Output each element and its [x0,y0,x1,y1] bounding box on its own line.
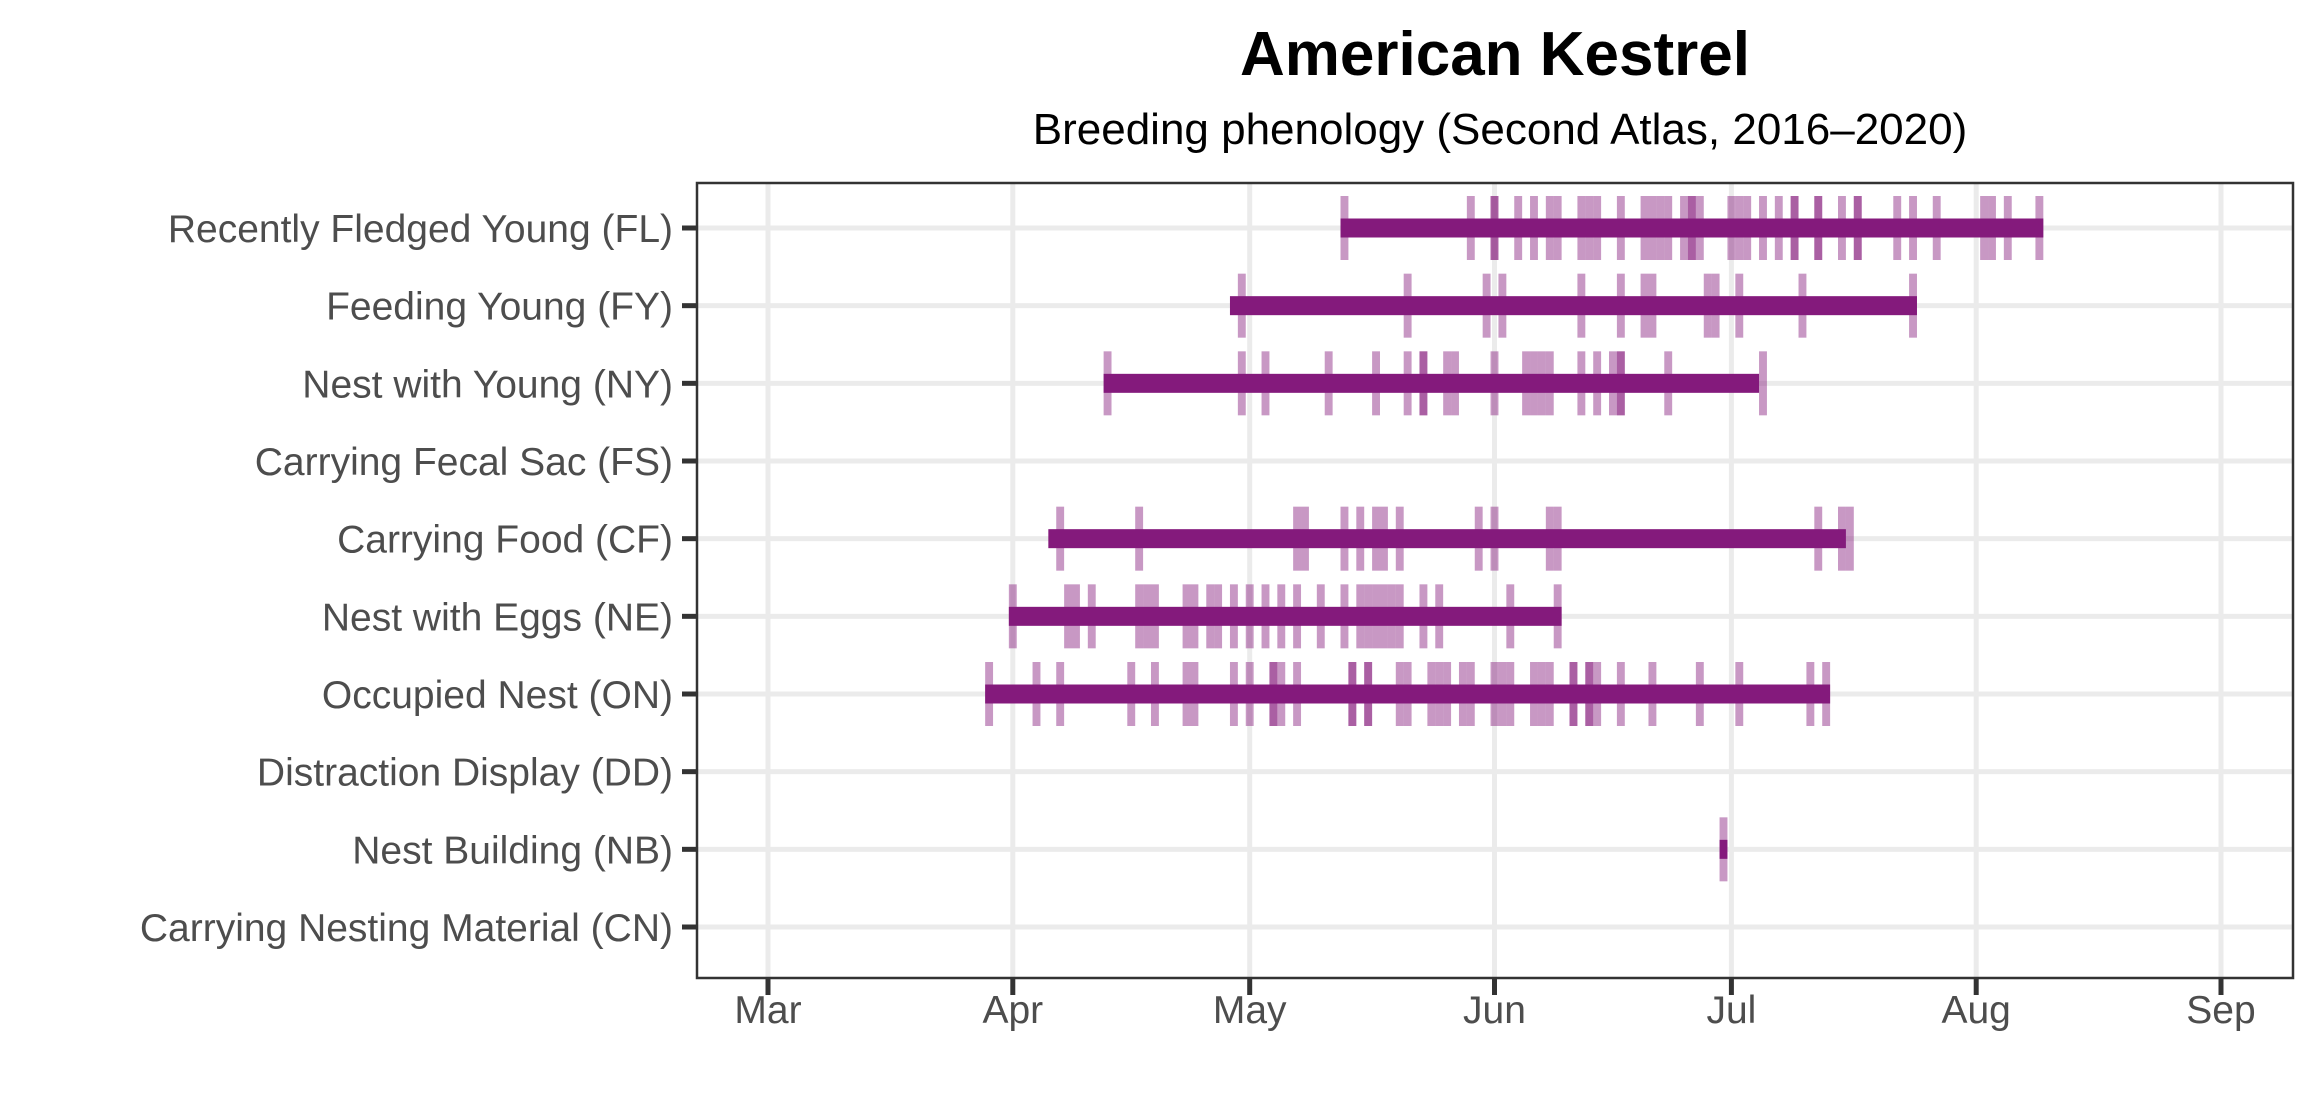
y-axis-label: Carrying Food (CF) [337,519,673,562]
y-axis-label: Nest with Young (NY) [302,363,673,406]
range-bar [985,684,1831,704]
range-bar [1103,373,1760,393]
chart-subtitle: Breeding phenology (Second Atlas, 2016–2… [1033,105,1967,154]
range-bar [1719,839,1728,859]
x-axis-label: Sep [2186,989,2255,1032]
x-axis-label: May [1213,989,1287,1032]
x-axis-label: Apr [982,989,1043,1032]
observation-tick [1845,506,1854,571]
y-axis-label: Carrying Fecal Sac (FS) [255,441,673,484]
y-axis-label: Carrying Nesting Material (CN) [140,907,673,950]
x-axis-label: Jun [1463,989,1526,1032]
range-bar [1229,296,1917,316]
y-axis-label: Nest Building (NB) [352,829,673,872]
observation-tick [1759,351,1767,416]
chart-title: American Kestrel [1240,20,1750,89]
y-axis-label: Nest with Eggs (NE) [322,596,673,639]
range-bar [1340,218,2044,238]
x-axis-label: Jul [1706,989,1756,1032]
y-axis-label: Feeding Young (FY) [326,286,673,329]
y-axis: Recently Fledged Young (FL) Feeding Young… [140,208,697,950]
x-axis-label: Aug [1941,989,2010,1032]
range-bar [1008,606,1562,626]
range-bar [1048,529,1846,549]
x-axis: Mar Apr May Jun Jul Aug Sep [734,978,2256,1032]
y-axis-label: Distraction Display (DD) [257,752,673,795]
y-axis-label: Recently Fledged Young (FL) [168,208,673,251]
x-axis-label: Mar [734,989,801,1032]
range-bars [985,218,2044,859]
y-axis-label: Occupied Nest (ON) [322,674,673,717]
